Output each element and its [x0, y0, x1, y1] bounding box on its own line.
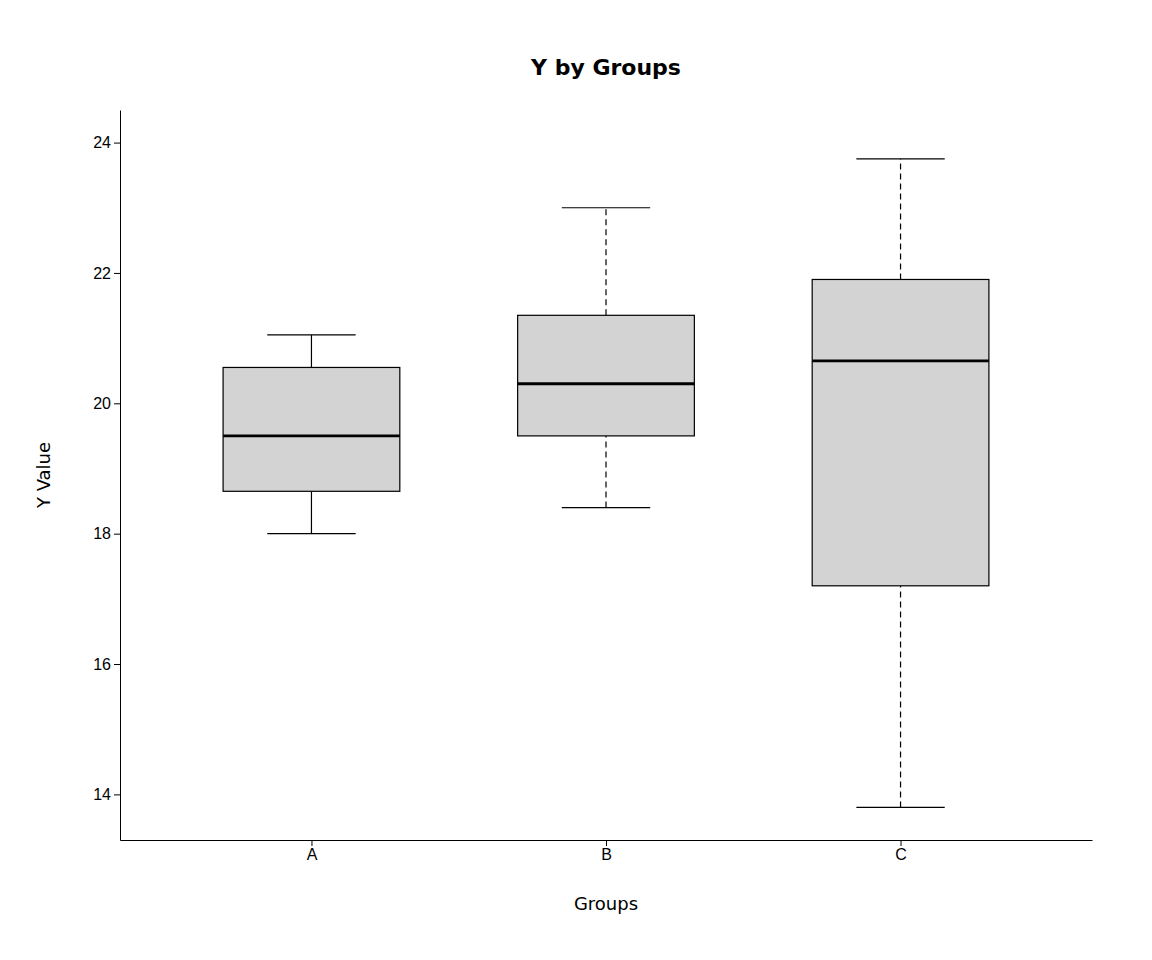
cap	[562, 507, 650, 508]
x-axis-title: Groups	[574, 893, 638, 914]
boxes	[223, 159, 989, 808]
box	[812, 279, 989, 585]
median	[223, 434, 400, 437]
tick: 16	[93, 656, 120, 673]
title: Y by Groups	[530, 55, 681, 80]
cap	[267, 533, 355, 534]
box-plot	[223, 335, 400, 534]
tick: 20	[93, 395, 120, 412]
tick-mark	[114, 273, 120, 274]
tick-label: 22	[93, 265, 111, 282]
box-plot	[518, 208, 695, 508]
cap	[267, 334, 355, 335]
tick-label: A	[307, 846, 318, 863]
tick-label: 18	[93, 525, 111, 542]
tick-label: 24	[93, 134, 111, 151]
y-axis: 14 16 18 20 22 24	[93, 111, 120, 841]
tick: 22	[93, 265, 120, 282]
plot-area: 14 16 18 20 22 24 A B C	[93, 111, 1092, 864]
whisker	[900, 159, 901, 280]
whisker	[605, 436, 606, 508]
cap	[856, 158, 944, 159]
whisker	[311, 335, 312, 368]
tick-mark	[114, 534, 120, 535]
whisker	[311, 491, 312, 533]
box	[518, 315, 695, 436]
tick-label: 20	[93, 395, 111, 412]
median	[518, 382, 695, 385]
tick: A	[307, 840, 318, 863]
tick: C	[895, 840, 907, 863]
y-axis-title: Y Value	[33, 442, 54, 509]
tick-mark	[114, 664, 120, 665]
tick: 24	[93, 134, 120, 151]
tick-mark	[114, 143, 120, 144]
tick-mark	[606, 840, 607, 846]
tick-label: B	[601, 846, 612, 863]
chart: 14 16 18 20 22 24 A B C Y by Groups Groups Y Value	[0, 0, 1152, 960]
tick-mark	[901, 840, 902, 846]
axis-line	[120, 111, 121, 841]
x-axis: A B C	[121, 840, 1093, 863]
tick-mark	[311, 840, 312, 846]
tick: 18	[93, 525, 120, 542]
whisker	[605, 208, 606, 316]
box	[223, 367, 400, 491]
box-plot	[812, 159, 989, 808]
tick: 14	[93, 786, 120, 803]
tick-mark	[114, 403, 120, 404]
tick-label: 14	[93, 786, 111, 803]
tick: B	[601, 840, 612, 863]
tick-mark	[114, 794, 120, 795]
cap	[562, 207, 650, 208]
cap	[856, 807, 944, 808]
whisker	[900, 586, 901, 808]
median	[812, 360, 989, 363]
tick-label: 16	[93, 656, 111, 673]
tick-label: C	[895, 846, 907, 863]
